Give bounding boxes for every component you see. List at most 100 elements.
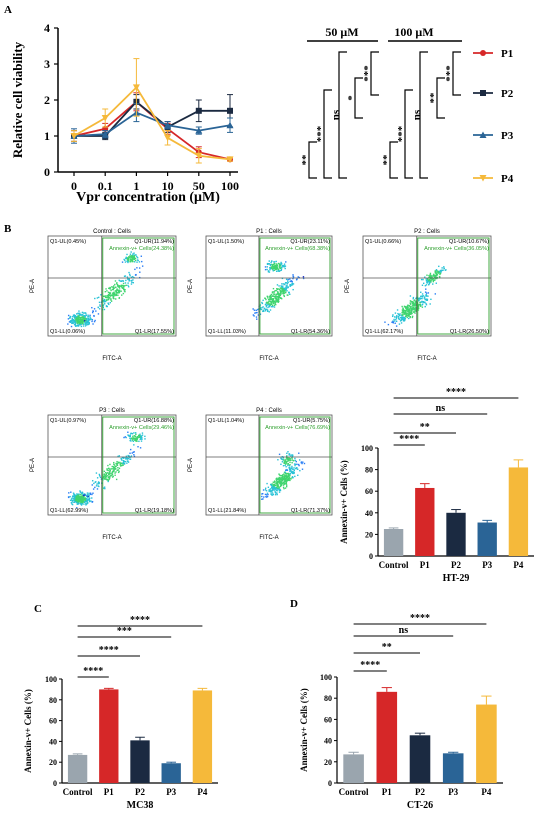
flow-event [290,454,292,456]
flow-event [391,315,394,318]
flow-event [119,462,121,464]
flow-event [258,308,261,310]
flow-event [104,472,107,474]
data-point [101,115,109,122]
flow-event [104,476,107,479]
flow-event [129,434,132,436]
flow-event [271,306,273,308]
flow-event [271,266,273,268]
flow-event [275,480,278,482]
annexin-gate [259,237,331,335]
flow-event [122,280,125,282]
flow-event [279,480,281,482]
flow-event [87,493,89,496]
flow-event [127,277,129,280]
flow-event [114,472,116,474]
flow-event [73,319,75,321]
flow-event [76,315,78,318]
flow-event [74,496,76,498]
flow-event [133,451,135,453]
flow-event [134,254,136,256]
flow-event [81,311,84,314]
flow-event [118,467,121,470]
flow-event [132,440,134,443]
flow-event [108,468,111,470]
bar-p1 [415,487,435,556]
flow-event [413,303,416,305]
flow-event [88,498,90,501]
flow-event [134,437,137,440]
flow-event [278,480,280,483]
flow-event [103,475,106,478]
flow-event [129,438,132,440]
flow-event [67,318,70,320]
flow-event [70,325,73,328]
flow-event [96,477,99,479]
flow-event [87,316,89,318]
flow-event [298,276,300,279]
flow-event [93,320,96,323]
group-label-100: 100 μM [394,25,433,39]
sig-label-100: *** [396,125,408,142]
flow-event [425,278,427,280]
flow-event [292,288,294,291]
flow-event [79,324,82,326]
flow-event [285,460,287,463]
flow-event [128,258,130,260]
flow-event [78,495,80,498]
flow-event [102,304,105,306]
flow-event [287,457,289,459]
flow-event [292,468,294,470]
flow-event [413,300,415,302]
flow-event [436,272,438,275]
flow-event [433,275,435,277]
flow-event [76,500,78,503]
flow-event [435,282,438,284]
quadrant-label-ul: Q1-UL(1.50%) [208,239,244,245]
flow-event [286,280,289,282]
flow-event [410,306,412,308]
flow-event [285,463,287,465]
flow-event [75,501,77,503]
flow-event [424,301,426,303]
flow-event [271,489,274,491]
legend-label: P3 [501,130,514,142]
flow-event [437,271,440,274]
flow-event [126,253,128,256]
flow-event [85,501,88,503]
flow-event [76,507,78,509]
flow-event [289,468,291,471]
flow-event [126,460,129,462]
flow-event [406,313,408,315]
data-point [226,156,234,163]
flow-event [286,294,288,296]
flow-event [98,482,101,484]
flow-event [284,474,286,476]
flow-event [289,461,291,463]
flow-event [288,476,291,478]
flow-event [394,322,396,324]
flow-event [77,502,80,504]
flow-event [275,300,277,302]
flow-event [262,310,265,312]
flow-event [269,300,271,303]
flow-event [97,313,100,315]
flow-event [269,267,272,270]
flow-event [286,477,288,480]
x-tick-label: P4 [513,560,523,570]
flow-event [425,284,428,286]
flow-event [127,461,130,463]
bracket [436,77,445,119]
x-tick-label: 0.1 [98,179,113,193]
flow-event [81,500,83,503]
flow-event [289,466,291,468]
flow-event [280,477,282,479]
flow-event [291,459,293,461]
flow-event [431,276,433,278]
flow-event [443,266,445,268]
flow-event [261,492,264,495]
flow-event [417,298,420,300]
flow-event [410,312,412,315]
flow-event [103,295,106,297]
